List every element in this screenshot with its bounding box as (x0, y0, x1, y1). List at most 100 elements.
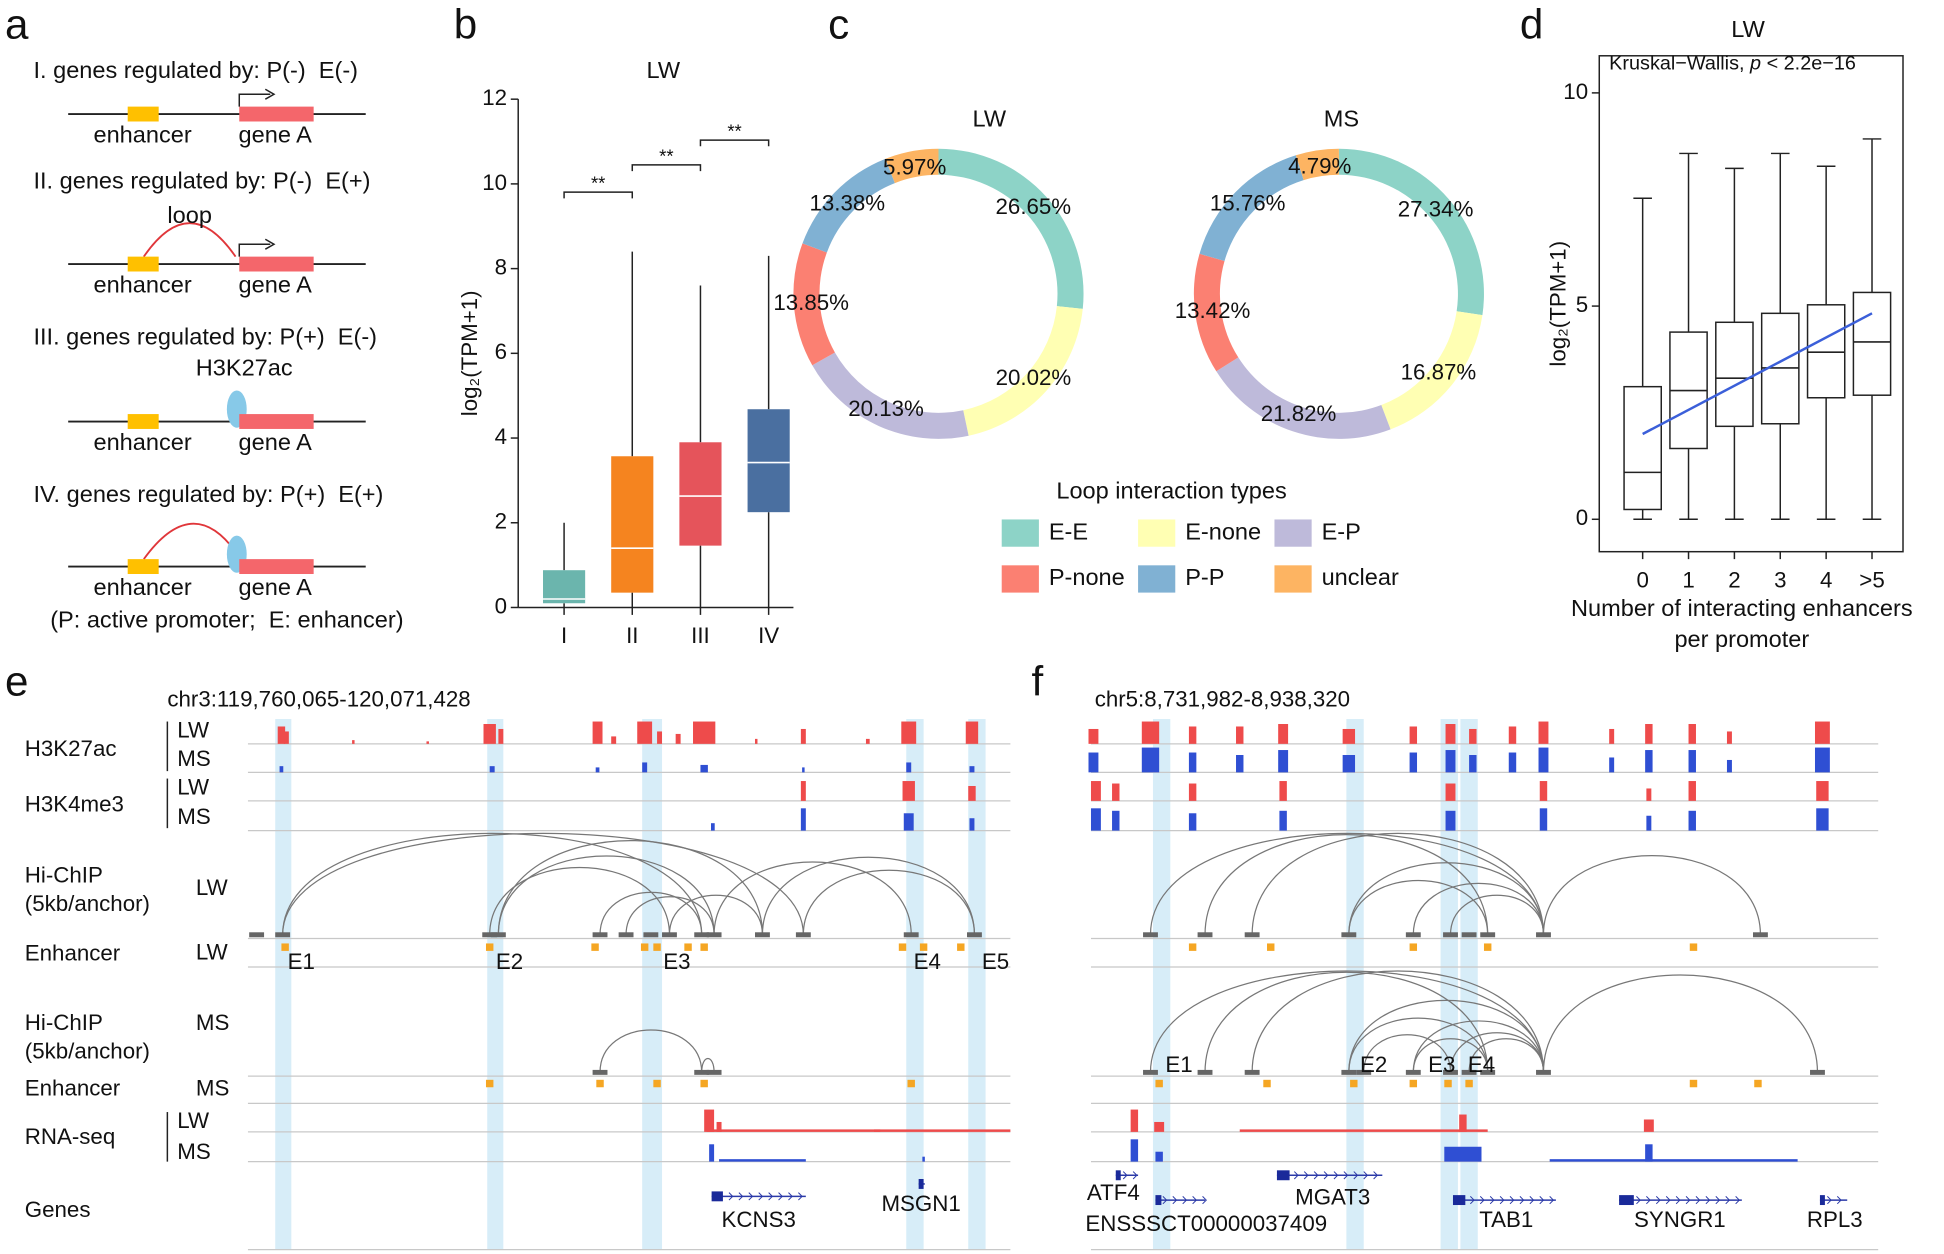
enhancer-mark (957, 943, 965, 951)
gene-strand (1695, 1196, 1701, 1205)
x-tick-label: I (561, 623, 567, 648)
row-mark-label: H3K27ac (196, 355, 293, 381)
box (611, 456, 654, 593)
y-tick-label: 2 (495, 509, 507, 534)
tss-arrowhead (264, 238, 276, 250)
signal-peak (1236, 726, 1244, 744)
signal-peak (1469, 728, 1477, 744)
gene-strand (1529, 1196, 1535, 1205)
enhancer-box (127, 559, 159, 575)
loop-arc (497, 840, 764, 935)
enhancer-name: E2 (496, 949, 523, 974)
loop-arc (1149, 970, 1545, 1073)
sample-label: MS (196, 1010, 229, 1035)
gene-strand (1192, 1196, 1198, 1205)
signal-peak (1645, 1144, 1653, 1162)
y-tick-label: 5 (1576, 292, 1588, 317)
signal-peak (1688, 781, 1696, 801)
signal-peak (802, 767, 805, 773)
enhancer-mark (485, 1079, 494, 1088)
x-tick-label: 1 (1682, 567, 1694, 592)
signal-peak (968, 785, 976, 801)
track-label: Enhancer (25, 1076, 121, 1101)
gene-strand (758, 1192, 764, 1201)
loop-arc (1542, 974, 1819, 1073)
legend-label: E-P (1322, 518, 1361, 544)
sample-label: LW (196, 875, 228, 900)
box (747, 409, 790, 513)
signal-peak (1508, 752, 1517, 773)
x-tick-label: II (626, 623, 638, 648)
panel-letter: a (5, 0, 29, 47)
signal-peak (1609, 757, 1615, 773)
region-label: chr5:8,731,982-8,938,320 (1095, 686, 1350, 711)
signal-peak (1539, 808, 1548, 831)
gene-strand (1655, 1196, 1661, 1205)
loop-anchor (275, 932, 291, 938)
signal-peak (1188, 752, 1197, 773)
gene-strand (1509, 1196, 1515, 1205)
signal-peak (1816, 808, 1829, 831)
signal-peak (693, 721, 716, 744)
sample-label: LW (196, 939, 228, 964)
donut-slice (963, 306, 1083, 436)
signal-peak (1538, 721, 1549, 744)
loop-arc (282, 832, 804, 935)
slice-label: 5.97% (883, 154, 946, 179)
x-tick-label: 4 (1820, 567, 1832, 592)
signal-peak (1688, 750, 1696, 773)
chart-title: MS (1324, 105, 1359, 131)
signal-peak (1130, 1139, 1139, 1162)
x-tick-label: IV (758, 623, 779, 648)
signal-peak (1188, 783, 1197, 801)
signal-peak (611, 736, 617, 744)
track-label: Hi-ChIP (25, 1010, 103, 1035)
gene-strand (1489, 1196, 1495, 1205)
loop-arc (1348, 1017, 1489, 1073)
loop-anchor (592, 1069, 608, 1075)
enhancer-mark (898, 943, 907, 951)
gene-exon (918, 1178, 924, 1189)
loop-anchor (1244, 1069, 1260, 1075)
gene-strand (748, 1192, 754, 1201)
gene-strand (1715, 1196, 1721, 1205)
slice-label: 26.65% (996, 194, 1072, 219)
signal-peak (642, 762, 648, 773)
sample-label: LW (177, 717, 209, 742)
signal-peak (710, 823, 715, 831)
row-title: IV. genes regulated by: P(+) E(+) (33, 481, 383, 507)
legend-swatch (1138, 565, 1176, 593)
panel-letter: f (1031, 657, 1043, 704)
signal-peak (1549, 1159, 1798, 1162)
significance-bracket (699, 139, 770, 147)
y-tick-label: 4 (495, 424, 507, 449)
panel-letter: c (828, 0, 849, 47)
signal-peak (1726, 731, 1732, 744)
legend-label: P-P (1185, 564, 1224, 590)
panel-letter: d (1520, 0, 1543, 47)
enhancer-mark (653, 943, 661, 951)
loop-arc (1412, 1038, 1489, 1073)
slice-label: 15.76% (1210, 190, 1286, 215)
donut-slice (1295, 148, 1339, 181)
gene-strand (1182, 1196, 1188, 1205)
enhancer-box (127, 106, 159, 122)
loop-arc (282, 832, 703, 935)
tss-arrow (238, 243, 271, 257)
highlight (906, 719, 924, 1250)
signal-peak (1814, 721, 1830, 744)
gene-name: SYNGR1 (1634, 1207, 1726, 1232)
signal-peak (1088, 752, 1099, 773)
gene-strand (1469, 1196, 1475, 1205)
gene-box (239, 256, 314, 272)
highlight (968, 719, 986, 1250)
slice-label: 21.82% (1261, 401, 1337, 426)
loop-arc (143, 522, 237, 560)
signal-peak (800, 808, 806, 831)
loop-anchor (694, 1069, 710, 1075)
gene-exon (1276, 1170, 1290, 1181)
gene-strand (1343, 1171, 1349, 1180)
gene-strand (798, 1192, 803, 1201)
track-label: H3K27ac (25, 736, 117, 761)
